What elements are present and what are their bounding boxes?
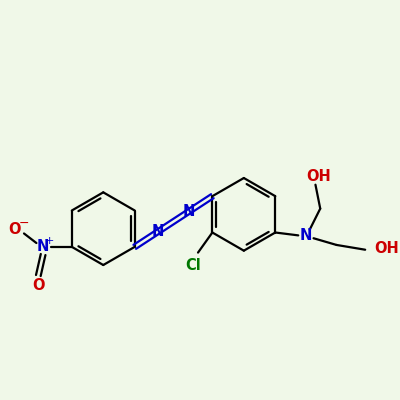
Text: +: + bbox=[45, 236, 54, 246]
Text: OH: OH bbox=[375, 241, 400, 256]
Text: −: − bbox=[19, 216, 29, 230]
Text: O: O bbox=[32, 278, 44, 293]
Text: N: N bbox=[152, 224, 164, 239]
Text: Cl: Cl bbox=[185, 258, 201, 272]
Text: N: N bbox=[37, 239, 49, 254]
Text: N: N bbox=[300, 228, 312, 243]
Text: O: O bbox=[8, 222, 21, 237]
Text: OH: OH bbox=[306, 168, 331, 184]
Text: N: N bbox=[183, 204, 195, 219]
